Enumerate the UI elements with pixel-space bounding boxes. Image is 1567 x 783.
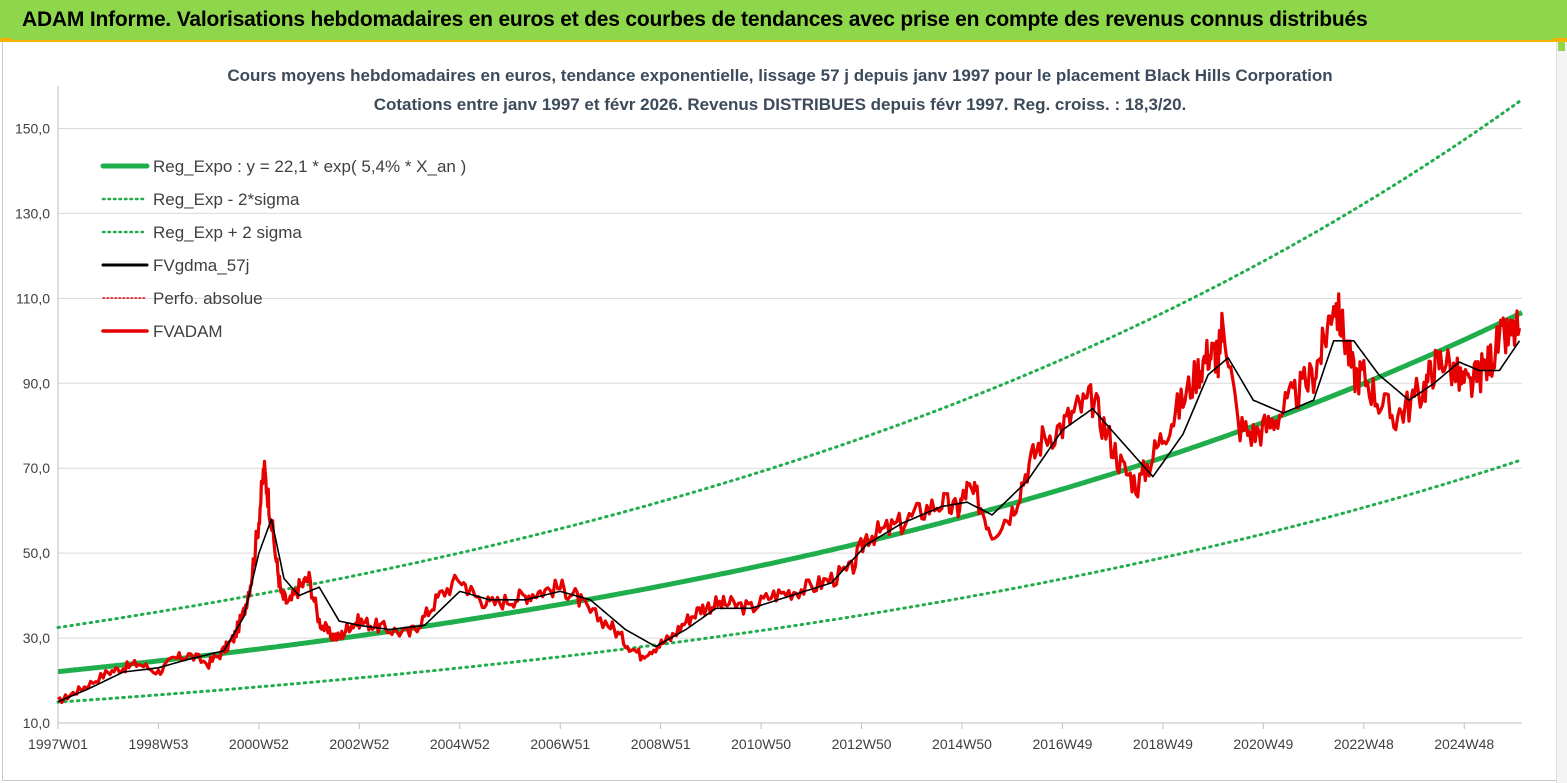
y-tick-label: 30,0: [23, 630, 50, 646]
legend-fvgdma-label: FVgdma_57j: [153, 256, 249, 275]
legend-perfo-label: Perfo. absolue: [153, 289, 263, 308]
scrollbar-thumb[interactable]: [1558, 42, 1565, 51]
y-axis: 10,0 30,0 50,0 70,0 90,0 110,0 130,0 150,0: [15, 86, 59, 731]
series-reg-expo: [57, 310, 1524, 675]
chart-title: Cours moyens hebdomadaires en euros, ten…: [227, 66, 1332, 85]
x-tick-label: 2020W49: [1233, 736, 1293, 752]
plot-area: [56, 98, 1524, 705]
chart-subtitle: Cotations entre janv 1997 et févr 2026. …: [374, 95, 1187, 114]
y-tick-label: 10,0: [23, 715, 50, 731]
x-axis: 1997W01 1998W53 2000W52 2002W52 2004W52 2006W…: [28, 722, 1522, 752]
banner-accent-right: [1553, 38, 1567, 42]
y-tick-label: 90,0: [23, 375, 50, 391]
x-tick-label: 2004W52: [430, 736, 490, 752]
banner-accent-left: [0, 38, 12, 42]
series-fvgdma-57j: [57, 339, 1521, 703]
series-reg-exp-minus-2-sigma: [56, 458, 1524, 704]
y-tick-label: 150,0: [15, 120, 50, 136]
x-tick-label: 2000W52: [229, 736, 289, 752]
chart: Cours moyens hebdomadaires en euros, ten…: [15, 66, 1524, 752]
y-tick-label: 50,0: [23, 545, 50, 561]
y-tick-label: 110,0: [16, 290, 50, 306]
x-tick-label: 2008W51: [631, 736, 691, 752]
series-fvadam: [57, 292, 1522, 705]
x-tick-label: 2006W51: [530, 736, 590, 752]
legend: Reg_Expo : y = 22,1 * exp( 5,4% * X_an )…: [100, 157, 466, 341]
legend-reg-exp-minus-label: Reg_Exp - 2*sigma: [153, 190, 300, 209]
legend-reg-exp-plus-label: Reg_Exp + 2 sigma: [153, 223, 302, 242]
x-tick-label: 2010W50: [731, 736, 791, 752]
header-banner: ADAM Informe. Valorisations hebdomadaire…: [0, 0, 1567, 42]
x-tick-label: 1997W01: [28, 736, 88, 752]
y-tick-label: 130,0: [15, 205, 50, 221]
x-tick-label: 2022W48: [1334, 736, 1394, 752]
header-title: ADAM Informe. Valorisations hebdomadaire…: [22, 8, 1368, 31]
chart-grid: [58, 127, 1522, 724]
x-tick-label: 2014W50: [932, 736, 992, 752]
vertical-scrollbar[interactable]: [1556, 42, 1567, 783]
x-tick-label: 2012W50: [832, 736, 892, 752]
x-tick-label: 2024W48: [1434, 736, 1494, 752]
legend-fvadam-label: FVADAM: [153, 322, 223, 341]
x-tick-label: 2016W49: [1032, 736, 1092, 752]
x-tick-label: 2002W52: [329, 736, 389, 752]
y-tick-label: 70,0: [23, 460, 50, 476]
legend-reg-expo-label: Reg_Expo : y = 22,1 * exp( 5,4% * X_an ): [153, 157, 466, 176]
x-tick-label: 1998W53: [128, 736, 188, 752]
x-tick-label: 2018W49: [1133, 736, 1193, 752]
